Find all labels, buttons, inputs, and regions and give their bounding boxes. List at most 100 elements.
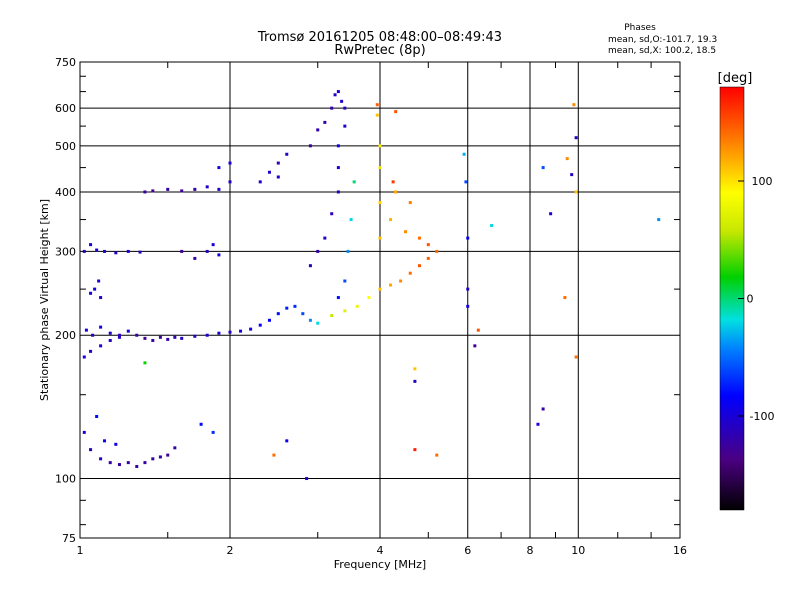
data-point	[466, 236, 470, 240]
y-tick-label: 75	[62, 532, 76, 545]
data-point	[340, 99, 344, 103]
data-point	[228, 180, 232, 184]
colorbar-label: [deg]	[718, 71, 753, 86]
data-point	[330, 106, 334, 110]
data-point	[97, 279, 101, 283]
data-point	[413, 367, 417, 371]
data-point	[349, 218, 353, 222]
data-point	[126, 461, 130, 465]
data-point	[217, 253, 221, 257]
data-point	[541, 166, 545, 170]
data-point	[408, 201, 412, 205]
colorbar-tick-label: 100	[752, 175, 773, 188]
x-tick-label: 10	[571, 544, 585, 557]
data-point	[143, 336, 147, 340]
data-point	[82, 249, 86, 253]
data-point	[99, 325, 103, 329]
data-point	[95, 414, 99, 418]
data-point	[272, 453, 276, 457]
data-point	[228, 330, 232, 334]
data-point	[193, 256, 197, 260]
data-point	[378, 144, 382, 148]
data-point	[89, 291, 93, 295]
data-point	[267, 170, 271, 174]
data-point	[158, 455, 162, 459]
data-point	[316, 128, 320, 132]
data-point	[143, 361, 147, 365]
data-point	[417, 236, 421, 240]
data-point	[464, 180, 468, 184]
data-point	[536, 422, 540, 426]
data-point	[93, 287, 97, 291]
data-point	[173, 446, 177, 450]
data-point	[217, 166, 221, 170]
x-axis-label: Frequency [MHz]	[334, 558, 426, 571]
data-point	[180, 336, 184, 340]
data-point	[336, 144, 340, 148]
y-tick-label: 400	[55, 186, 76, 199]
data-point	[285, 439, 289, 443]
data-point	[389, 218, 393, 222]
data-point	[336, 166, 340, 170]
data-point	[417, 264, 421, 268]
data-point	[308, 318, 312, 322]
data-point	[336, 90, 340, 94]
colorbar-tick-label: 0	[747, 293, 754, 306]
data-point	[158, 335, 162, 339]
data-point	[346, 249, 350, 253]
data-point	[151, 338, 155, 342]
data-points	[82, 90, 661, 481]
data-point	[378, 166, 382, 170]
y-tick-label: 200	[55, 329, 76, 342]
x-tick-label: 6	[464, 544, 471, 557]
data-point	[403, 230, 407, 234]
data-point	[305, 477, 309, 481]
data-point	[84, 328, 88, 332]
data-point	[394, 110, 398, 114]
data-point	[336, 190, 340, 194]
data-point	[258, 323, 262, 327]
data-point	[211, 243, 215, 247]
data-point	[267, 318, 271, 322]
data-point	[408, 271, 412, 275]
data-point	[89, 448, 93, 452]
data-point	[151, 189, 155, 193]
data-point	[99, 344, 103, 348]
data-point	[426, 243, 430, 247]
data-point	[435, 249, 439, 253]
data-point	[473, 344, 477, 348]
data-point	[211, 430, 215, 434]
y-tick-label: 750	[55, 56, 76, 69]
data-point	[217, 187, 221, 191]
data-point	[572, 103, 576, 107]
data-point	[205, 249, 209, 253]
axis-ticks: 1 2 4 6 8 10 16 75 100 200 300 400 500 600 750	[55, 56, 687, 557]
x-tick-label: 1	[77, 544, 84, 557]
data-point	[217, 331, 221, 335]
data-point	[166, 187, 170, 191]
data-point	[355, 304, 359, 308]
y-tick-label: 600	[55, 102, 76, 115]
data-point	[108, 338, 112, 342]
data-point	[276, 312, 280, 316]
data-point	[99, 296, 103, 300]
data-point	[389, 283, 393, 287]
data-point	[117, 333, 121, 337]
data-point	[308, 264, 312, 268]
data-point	[99, 457, 103, 461]
data-point	[316, 249, 320, 253]
data-point	[343, 309, 347, 313]
data-point	[199, 422, 203, 426]
data-point	[135, 464, 139, 468]
data-point	[126, 249, 130, 253]
colorbar	[719, 86, 745, 511]
data-point	[89, 349, 93, 353]
x-tick-label: 8	[527, 544, 534, 557]
data-point	[114, 251, 118, 255]
data-point	[657, 218, 661, 222]
data-point	[193, 334, 197, 338]
data-point	[490, 224, 494, 228]
data-point	[117, 335, 121, 339]
data-point	[143, 461, 147, 465]
